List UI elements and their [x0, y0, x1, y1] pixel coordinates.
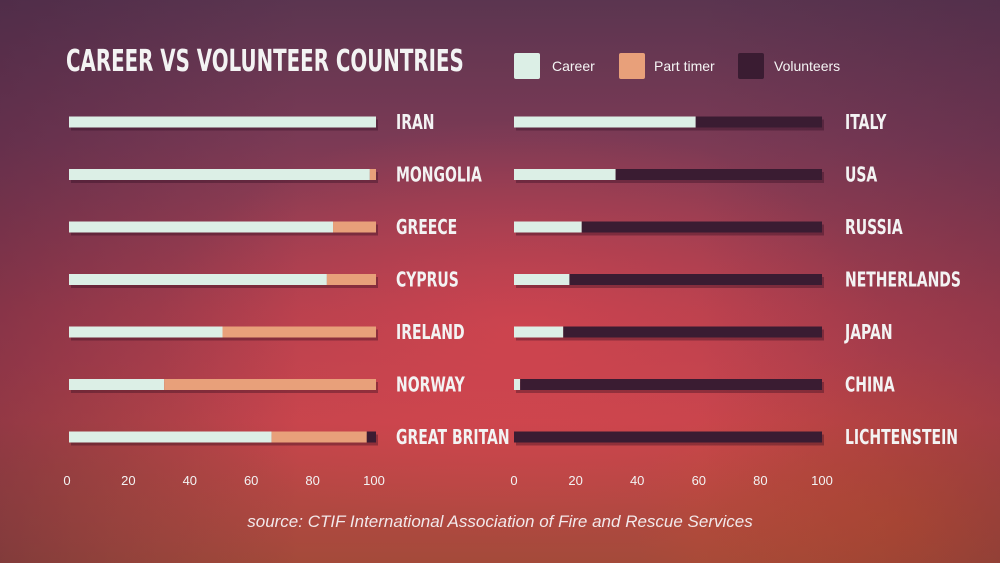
bar-segment-volunteers — [581, 221, 822, 233]
category-label: GREAT BRITAN — [396, 427, 510, 450]
legend: Career Part timer Volunteers — [514, 53, 874, 79]
legend-swatch-part-timer — [619, 53, 645, 79]
bar-segment-volunteers — [514, 431, 822, 443]
legend-label-career: Career — [552, 58, 595, 74]
bar-segment-volunteers — [563, 326, 822, 338]
bar-segment-part-timer — [333, 221, 376, 233]
bar-segment-part-timer — [369, 169, 376, 180]
x-tick-label: 40 — [183, 473, 197, 488]
category-label: USA — [845, 164, 878, 187]
category-label: JAPAN — [844, 322, 892, 345]
x-tick-label: 100 — [811, 473, 833, 488]
bar-segment-career — [69, 431, 272, 443]
bar-segment-career — [69, 326, 223, 338]
legend-swatch-career — [514, 53, 540, 79]
category-label: LICHTENSTEIN — [845, 427, 958, 450]
bar-segment-part-timer — [271, 431, 367, 443]
bar-segment-career — [69, 169, 370, 180]
legend-label-part-timer: Part timer — [654, 58, 715, 74]
category-label: IRAN — [396, 112, 435, 135]
x-tick-label: 80 — [753, 473, 767, 488]
chart-2: ITALY USA RUSSIA NETHERLANDS JAPAN CHINA LICHT… — [510, 112, 961, 488]
source-note: source: CTIF International Association o… — [247, 512, 753, 531]
bar-segment-career — [69, 274, 327, 285]
bar-segment-part-timer — [164, 379, 376, 390]
bar-segment-career — [514, 116, 696, 128]
x-tick-label: 20 — [121, 473, 135, 488]
x-tick-label: 0 — [510, 473, 517, 488]
bar-segment-volunteers — [569, 274, 822, 285]
category-label: NETHERLANDS — [845, 269, 961, 292]
bar-segment-volunteers — [695, 116, 822, 128]
chart-1: IRAN MONGOLIA GREECE CYPRUS IRELAND NORWAY GRE… — [63, 112, 509, 488]
x-tick-label: 60 — [244, 473, 258, 488]
x-tick-label: 80 — [305, 473, 319, 488]
x-tick-label: 60 — [692, 473, 706, 488]
bar-segment-part-timer — [326, 274, 376, 285]
legend-swatch-volunteers — [738, 53, 764, 79]
bar-segment-career — [69, 221, 334, 233]
bar-segment-volunteers — [520, 379, 822, 390]
bar-segment-career — [514, 169, 616, 180]
x-tick-label: 100 — [363, 473, 385, 488]
category-label: NORWAY — [396, 374, 465, 397]
category-label: CHINA — [845, 374, 895, 397]
bar-segment-volunteers — [366, 431, 376, 443]
x-tick-label: 20 — [568, 473, 582, 488]
bar-segment-career — [69, 379, 165, 390]
category-label: GREECE — [396, 217, 457, 240]
bar-segment-part-timer — [222, 326, 376, 338]
bar-segment-career — [69, 116, 376, 128]
category-label: RUSSIA — [845, 217, 903, 240]
x-tick-label: 40 — [630, 473, 644, 488]
legend-label-volunteers: Volunteers — [774, 58, 841, 74]
x-tick-label: 0 — [63, 473, 70, 488]
bar-segment-career — [514, 221, 582, 233]
bar-segment-volunteers — [615, 169, 822, 180]
bar-segment-career — [514, 274, 570, 285]
category-label: ITALY — [845, 112, 887, 135]
chart-title: CAREER VS VOLUNTEER COUNTRIES — [66, 44, 464, 79]
category-label: IRELAND — [396, 322, 465, 345]
bar-segment-career — [514, 326, 564, 338]
bar-segment-career — [514, 379, 521, 390]
category-label: MONGOLIA — [396, 164, 482, 187]
category-label: CYPRUS — [396, 269, 459, 292]
